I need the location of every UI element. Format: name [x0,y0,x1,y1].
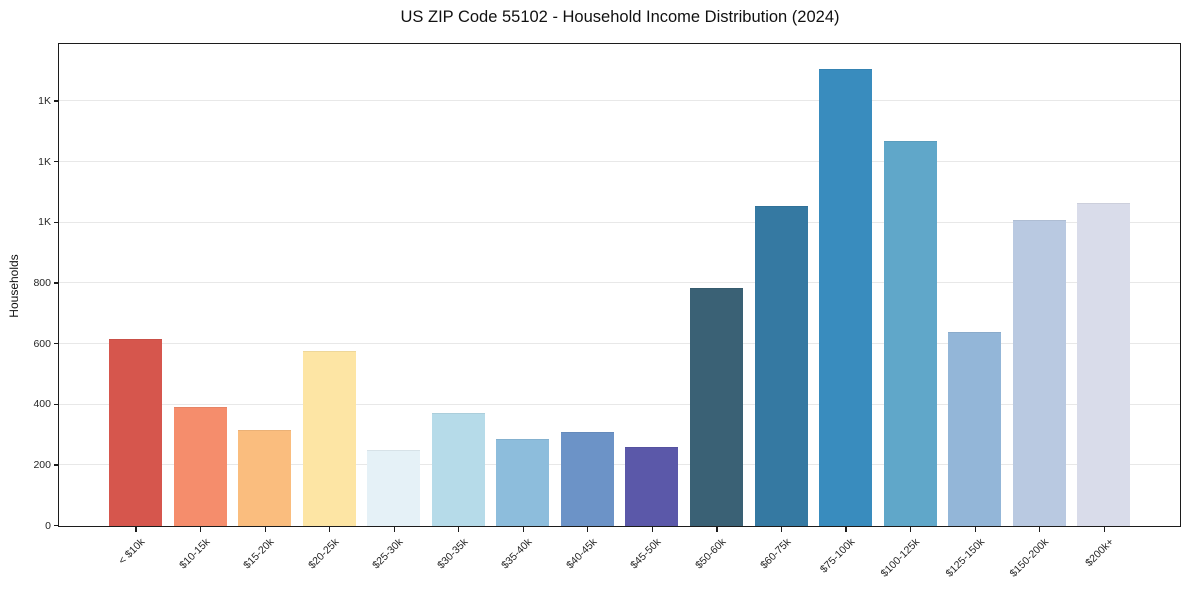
x-tick-mark [1103,527,1105,532]
y-tick-label: 1K [38,216,51,229]
x-tick-label: $35-40k [499,536,535,572]
y-tick-label: 0 [45,519,51,532]
y-tick-mark [53,161,58,163]
x-tick-mark [522,527,524,532]
bar-15 [1012,220,1066,526]
x-tick-label: $25-30k [370,536,406,572]
bar-13 [883,140,937,526]
x-tick-mark [393,527,395,532]
gridline [59,221,1180,223]
x-tick-mark [780,527,783,532]
y-tick-mark [53,464,58,466]
x-tick-mark [651,527,653,532]
gridline [59,403,1180,405]
y-tick-mark [53,525,58,527]
bar-3 [238,429,292,526]
x-tick-label: $50-60k [693,536,729,572]
gridline [59,464,1180,466]
gridline [59,343,1180,345]
x-tick-mark [264,527,266,532]
bar-1 [109,339,162,526]
x-tick-label: < $10k [116,536,148,567]
x-tick-mark [845,527,847,532]
x-tick-mark [458,527,460,532]
y-tick-label: 800 [33,276,51,289]
y-tick-mark [53,403,58,405]
y-tick-mark [53,100,58,102]
x-tick-label: $10-15k [176,536,213,572]
x-tick-mark [135,527,137,532]
y-tick-label: 600 [33,337,51,350]
bar-8 [560,432,614,526]
bar-12 [819,68,873,526]
y-tick-mark [53,282,58,284]
x-tick-mark [329,527,331,532]
x-tick-mark [910,527,912,532]
x-tick-label: $150-200k [1007,536,1052,580]
bar-4 [302,350,356,526]
bar-5 [367,450,421,526]
y-tick-mark [53,343,58,345]
y-tick-label: 200 [33,458,51,471]
x-tick-label: $40-45k [564,536,600,572]
bar-11 [754,206,808,526]
bar-2 [173,407,227,526]
bar-9 [625,447,679,526]
gridline [59,282,1180,284]
x-tick-label: $75-100k [818,536,858,576]
y-tick-label: 400 [33,398,51,411]
bar-6 [431,413,485,526]
x-tick-label: $125-150k [943,536,987,580]
chart-title: US ZIP Code 55102 - Household Income Dis… [400,8,840,26]
x-tick-mark [974,527,976,532]
bar-14 [948,331,1002,526]
bar-10 [689,287,743,526]
bar-16 [1077,202,1131,526]
x-tick-mark [1039,527,1041,532]
y-tick-label: 1K [38,155,51,168]
plot-area [58,43,1181,527]
gridline [59,100,1180,102]
y-tick-mark [53,221,58,223]
x-tick-label: $30-35k [434,536,471,572]
bar-7 [496,439,550,526]
x-tick-label: $15-20k [241,536,277,572]
x-tick-label: $200k+ [1082,536,1116,570]
x-tick-mark [716,527,718,532]
y-tick-label: 1K [38,94,51,107]
x-tick-label: $20-25k [305,536,342,572]
gridline [59,161,1180,163]
x-tick-label: $60-75k [757,536,793,572]
x-tick-label: $45-50k [628,536,664,572]
x-tick-label: $100-125k [878,536,923,580]
x-tick-mark [587,527,589,532]
x-tick-mark [199,527,202,532]
